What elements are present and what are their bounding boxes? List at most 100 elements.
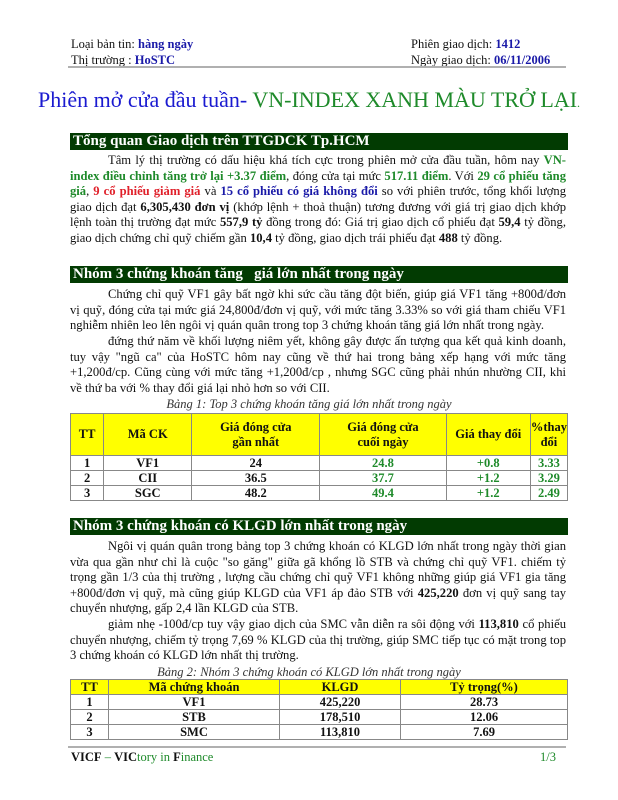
table-row: 1 VF1 425,220 28.73 <box>70 694 568 710</box>
text-segment: đồng trong đó: Giá trị giao dịch cổ phiế… <box>262 215 499 230</box>
table-cell: 12.06 <box>400 709 568 725</box>
text-segment: tỷ đồng, giao dịch chứng chỉ quỹ chiếm g… <box>70 215 566 245</box>
table-cell: 48.2 <box>191 485 321 501</box>
table-cell: 7.69 <box>400 724 568 740</box>
table-row: 2 CII 36.5 37.7 +1.2 3.29 <box>69 470 569 486</box>
section-heading-top-volume: Nhóm 3 chứng khoán có KLGD lớn nhất tron… <box>70 518 568 535</box>
volume-paragraph-2: giảm nhẹ -100đ/cp tuy vậy giao dịch của … <box>70 617 566 664</box>
table1-caption: Bảng 1: Top 3 chứng khoán tăng giá lớn n… <box>166 397 452 411</box>
text-segment: Ngôi vị quán quân trong bảng top 3 chứng… <box>70 539 566 600</box>
table-cell: 425,220 <box>279 694 401 710</box>
text-segment: 10,4 <box>249 230 272 245</box>
table-row: 3 SMC 113,810 7.69 <box>70 724 568 740</box>
table-cell: 37.7 <box>319 470 447 486</box>
top-gainers-table: TT Mã CK Giá đóng cửa gần nhất Giá đóng … <box>69 413 569 501</box>
text-segment: đơn vị quỹ sang tay chuyển nhượng, gấp 2… <box>70 585 567 616</box>
top-volume-table: TT Mã chứng khoán KLGD Tỷ trọng(%) 1 VF1 4… <box>70 679 568 740</box>
text-segment: đứng thứ năm về khối lượng niêm yết, khô… <box>70 334 566 395</box>
brand-vic: VIC <box>114 750 137 764</box>
text-segment: tỷ đồng. <box>457 230 503 245</box>
footer-divider <box>68 746 566 748</box>
text-segment: , <box>86 184 94 199</box>
overview-paragraph: Tâm lý thị trường có dấu hiệu khá tích c… <box>70 153 566 247</box>
text-segment: Chứng chỉ quỹ VF1 gây bất ngờ khi sức cầ… <box>70 287 566 333</box>
bulletin-type-value: hàng ngày <box>138 37 194 51</box>
gainers-paragraph-2: đứng thứ năm về khối lượng niêm yết, khô… <box>70 334 566 396</box>
text-segment: 9 cổ phiếu giảm giá <box>93 184 201 199</box>
text-segment: (khớp lệnh + thoả thuận) tương đương với… <box>70 199 567 230</box>
table-cell: 3.29 <box>529 470 569 486</box>
table-cell: SGC <box>103 485 193 501</box>
page-title: Phiên mở cửa đầu tuần- VN-INDEX XANH MÀU… <box>0 87 618 113</box>
text-segment: 488 <box>438 230 458 245</box>
table2-caption: Bảng 2: Nhóm 3 chứng khoán có KLGD lớn n… <box>157 665 461 679</box>
market-label: Thị trường : <box>71 53 135 67</box>
table-cell: 1 <box>70 694 109 710</box>
text-segment: tỷ đồng, giao dịch trái phiếu đạt <box>272 230 439 245</box>
text-segment: 59,4 <box>498 215 521 230</box>
gainers-paragraph-1: Chứng chỉ quỹ VF1 gây bất ngờ khi sức cầ… <box>70 287 566 334</box>
col-header-weight: Tỷ trọng(%) <box>400 679 568 695</box>
text-segment: 15 cổ phiếu có giá không đổi <box>220 184 378 199</box>
table-row: 2 STB 178,510 12.06 <box>70 709 568 725</box>
table-cell: 28.73 <box>400 694 568 710</box>
table-cell: 3.33 <box>529 455 569 471</box>
table-cell: VF1 <box>103 455 193 471</box>
table-cell: 1 <box>69 455 105 471</box>
table-cell: STB <box>108 709 280 725</box>
header-left: Loại bản tin: hàng ngày Thị trường : HoS… <box>71 36 193 68</box>
table-cell: +1.2 <box>445 470 531 486</box>
table-cell: 24.8 <box>319 455 447 471</box>
table-cell: 24 <box>191 455 321 471</box>
col-header-change: Giá thay đổi <box>445 413 531 456</box>
table-cell: +1.2 <box>445 485 531 501</box>
market-value: HoSTC <box>134 53 176 67</box>
table-cell: SMC <box>108 724 280 740</box>
section-heading-top-gainers: Nhóm 3 chứng khoán tăng giá lớn nhất tro… <box>70 266 568 283</box>
brand-f: F <box>173 750 181 764</box>
col-header-tt: TT <box>69 413 105 456</box>
session-value: 1412 <box>495 37 521 51</box>
text-segment: Tâm lý thị trường có dấu hiệu khá tích c… <box>108 153 544 167</box>
table-row: 1 VF1 24 24.8 +0.8 3.33 <box>69 455 569 471</box>
table-cell: 3 <box>70 724 109 740</box>
date-value: 06/11/2006 <box>493 53 551 67</box>
table-cell: 36.5 <box>191 470 321 486</box>
table-cell: 178,510 <box>279 709 401 725</box>
title-part-1: Phiên mở cửa đầu tuần- <box>37 87 253 112</box>
table-cell: 2 <box>70 709 109 725</box>
title-period: . <box>577 96 581 110</box>
text-segment: VN-index điều chỉnh tăng trở lại +3.37 đ… <box>70 153 566 183</box>
col-header-pct-change: %thay đổi <box>529 413 569 456</box>
col-header-code: Mã chứng khoán <box>108 679 280 695</box>
text-segment: so với phiên trước, tổng khối lượng giao… <box>70 184 567 214</box>
table-cell: 113,810 <box>279 724 401 740</box>
text-segment: 425,220 <box>417 585 459 600</box>
table-cell: +0.8 <box>445 455 531 471</box>
col-header-close: Giá đóng cửa cuối ngày <box>319 413 447 456</box>
text-segment: giảm nhẹ -100đ/cp tuy vậy giao dịch của … <box>108 617 479 631</box>
footer-brand: VICF – VICtory in Finance <box>71 750 213 765</box>
session-label: Phiên giao dịch: <box>411 37 496 51</box>
date-label: Ngày giao dịch: <box>411 53 494 67</box>
bulletin-type-label: Loại bản tin: <box>71 37 138 51</box>
col-header-prev-close: Giá đóng cửa gần nhất <box>191 413 321 456</box>
text-segment: . Với <box>448 168 478 183</box>
header-divider <box>68 66 566 68</box>
text-segment: cổ phiếu chuyển nhượng, chiếm tỷ trọng 7… <box>70 617 566 663</box>
text-segment: , đóng cửa tại mức <box>286 168 385 183</box>
text-segment: 517.11 điểm <box>384 168 449 183</box>
brand-inance: inance <box>180 750 214 764</box>
text-segment: 557,9 tỷ <box>219 215 263 230</box>
table-row: 3 SGC 48.2 49.4 +1.2 2.49 <box>69 485 569 501</box>
text-segment: 6,305,430 đơn vị <box>140 199 230 214</box>
col-header-volume: KLGD <box>279 679 401 695</box>
table-cell: 49.4 <box>319 485 447 501</box>
section-heading-overview: Tổng quan Giao dịch trên TTGDCK Tp.HCM <box>70 133 568 150</box>
table-cell: 2 <box>69 470 105 486</box>
table-cell: CII <box>103 470 193 486</box>
text-segment: 113,810 <box>478 617 519 631</box>
col-header-tt: TT <box>70 679 109 695</box>
table-cell: VF1 <box>108 694 280 710</box>
